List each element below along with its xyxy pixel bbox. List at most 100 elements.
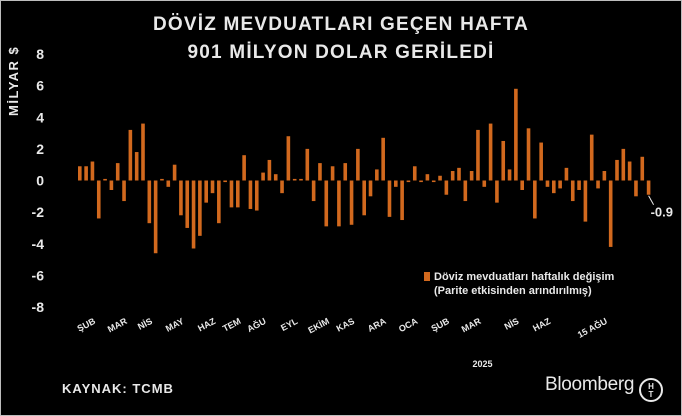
bar bbox=[337, 180, 341, 227]
legend-label-line2: (Parite etkisinden arındırılmış) bbox=[434, 285, 592, 297]
ht-logo-top-letter: H bbox=[648, 382, 654, 391]
bar bbox=[514, 88, 518, 181]
x-tick-label: HAZ bbox=[196, 316, 217, 334]
bar bbox=[438, 175, 442, 181]
bar bbox=[141, 123, 145, 181]
bar bbox=[558, 180, 562, 189]
bar bbox=[261, 172, 265, 181]
bar bbox=[368, 180, 373, 197]
bar bbox=[103, 178, 107, 181]
bar bbox=[457, 167, 461, 181]
y-tick-label: 8 bbox=[36, 46, 44, 62]
bar bbox=[501, 140, 506, 181]
bar bbox=[324, 180, 329, 227]
bar bbox=[640, 156, 645, 181]
y-tick-label: -2 bbox=[32, 204, 45, 220]
bar bbox=[292, 178, 297, 181]
y-tick-label: 4 bbox=[36, 109, 44, 125]
legend: Döviz mevduatları haftalık değişim (Pari… bbox=[424, 270, 614, 298]
x-tick-label: KAS bbox=[335, 316, 356, 334]
bar bbox=[179, 180, 183, 216]
bar bbox=[128, 129, 133, 181]
bar bbox=[387, 180, 392, 217]
x-tick-label: MAR bbox=[106, 316, 129, 335]
x-tick-label: OCA bbox=[397, 316, 420, 334]
source-note: KAYNAK: TCMB bbox=[62, 381, 174, 396]
bar bbox=[166, 180, 171, 187]
bar bbox=[198, 180, 202, 236]
x-tick-label: TEM bbox=[221, 316, 242, 334]
bar bbox=[596, 180, 600, 189]
legend-label-line1: Döviz mevduatları haftalık değişim bbox=[434, 271, 615, 283]
bar bbox=[545, 180, 550, 187]
x-tick-label: AĞU bbox=[245, 315, 268, 334]
bar bbox=[223, 180, 227, 183]
bar bbox=[589, 134, 594, 181]
bar bbox=[381, 137, 385, 181]
bar bbox=[488, 123, 493, 181]
bar bbox=[406, 180, 411, 183]
bar bbox=[463, 180, 468, 202]
x-tick-label: NİS bbox=[136, 316, 154, 332]
last-value-annotation: -0.9 bbox=[651, 205, 673, 220]
bar bbox=[229, 180, 234, 208]
y-tick-label: 6 bbox=[36, 78, 44, 94]
x-tick-label: EKİM bbox=[306, 316, 331, 335]
bar bbox=[495, 180, 499, 203]
y-tick-label: -8 bbox=[32, 299, 45, 315]
bar bbox=[217, 180, 221, 224]
bloomberg-logo-text: Bloomberg bbox=[545, 374, 635, 395]
bar bbox=[236, 180, 240, 208]
bar bbox=[476, 129, 480, 181]
bar bbox=[330, 166, 335, 181]
bar bbox=[507, 169, 512, 181]
x-tick-label: NİS bbox=[503, 316, 521, 332]
bar bbox=[634, 180, 638, 197]
bar bbox=[526, 128, 531, 181]
year-label: 2025 bbox=[472, 359, 492, 369]
chart-title-line1: DÖVİZ MEVDUATLARI GEÇEN HAFTA bbox=[152, 14, 530, 35]
chart-title-line2: 901 MİLYON DOLAR GERİLEDİ bbox=[187, 42, 495, 63]
bar bbox=[539, 142, 543, 181]
bar bbox=[349, 180, 354, 225]
x-tick-label: EYL bbox=[279, 316, 300, 333]
bar bbox=[273, 174, 278, 181]
bar bbox=[115, 163, 120, 181]
bar bbox=[185, 180, 190, 228]
bar bbox=[90, 161, 95, 181]
bar bbox=[204, 180, 208, 203]
bar bbox=[343, 163, 348, 181]
ht-logo-icon: H T bbox=[639, 378, 663, 402]
bar bbox=[431, 180, 436, 183]
x-tick-label: ARA bbox=[366, 316, 388, 334]
bar bbox=[533, 180, 537, 219]
x-tick-label: 15 AĞU bbox=[575, 315, 609, 340]
bar bbox=[425, 174, 430, 181]
bar bbox=[552, 180, 556, 194]
bar bbox=[147, 180, 152, 224]
bar bbox=[248, 180, 253, 209]
bar bbox=[122, 180, 126, 202]
bar bbox=[299, 178, 303, 181]
x-tick-label: HAZ bbox=[531, 316, 552, 334]
legend-swatch bbox=[424, 272, 430, 281]
bar bbox=[646, 180, 651, 195]
bar bbox=[153, 180, 158, 254]
bar bbox=[286, 136, 291, 181]
bar bbox=[267, 159, 272, 181]
bar bbox=[254, 180, 259, 211]
bar bbox=[160, 178, 164, 181]
bar bbox=[356, 148, 360, 181]
bar bbox=[210, 180, 215, 194]
bar bbox=[394, 180, 398, 187]
bar bbox=[627, 161, 632, 181]
y-tick-label: -4 bbox=[32, 236, 45, 252]
x-tick-label: MAY bbox=[164, 316, 186, 334]
annotation-leader-line bbox=[648, 195, 655, 205]
bar bbox=[520, 180, 524, 190]
bar bbox=[172, 164, 177, 181]
bar bbox=[400, 180, 404, 221]
y-tick-label: 0 bbox=[36, 173, 44, 189]
x-tick-label: MAR bbox=[460, 316, 483, 335]
bar bbox=[318, 163, 322, 181]
